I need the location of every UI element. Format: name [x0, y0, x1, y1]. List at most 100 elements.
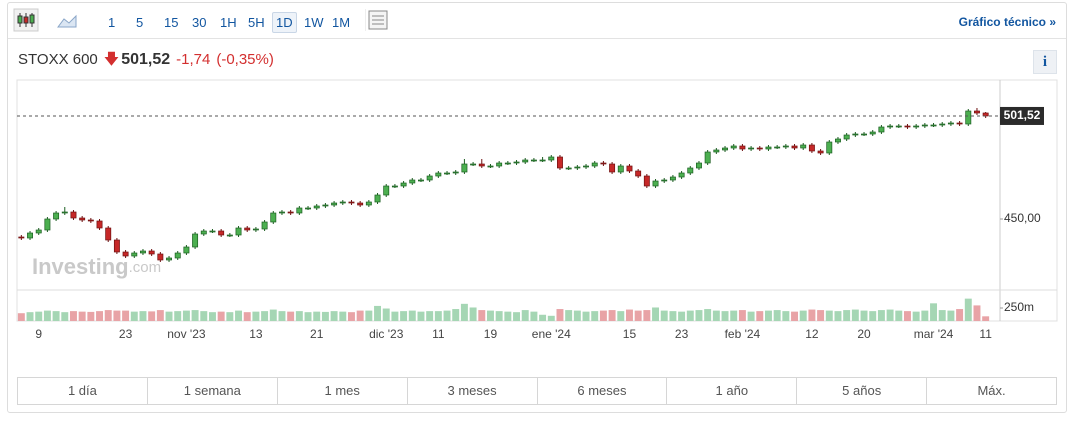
volume-bar — [278, 311, 286, 321]
candle-body — [904, 125, 911, 128]
volume-bar — [339, 311, 347, 321]
candle-body — [800, 144, 807, 149]
x-tick-label: 13 — [249, 327, 263, 341]
volume-bar — [704, 309, 712, 321]
volume-bar — [695, 310, 703, 321]
candle-body — [739, 145, 746, 150]
volume-bar — [365, 310, 373, 321]
candle-body — [400, 182, 407, 187]
volume-bar — [808, 309, 816, 321]
range-buttons: 1 día 1 semana 1 mes 3 meses 6 meses 1 año 5 a… — [17, 377, 1057, 405]
candle-body — [748, 147, 755, 150]
volume-bar — [565, 310, 573, 321]
candle-body — [557, 156, 563, 169]
volume-bar — [269, 309, 277, 321]
candle-body — [730, 145, 737, 149]
range-button[interactable]: 1 día — [18, 378, 148, 404]
range-button[interactable]: 1 año — [667, 378, 798, 404]
timeframe-button[interactable]: 1M — [332, 15, 351, 30]
info-button[interactable]: i — [1033, 50, 1057, 74]
range-button[interactable]: 5 años — [797, 378, 928, 404]
volume-bar — [886, 309, 894, 321]
candle-body — [513, 161, 520, 164]
timeframe-button[interactable]: 1H — [220, 15, 237, 30]
volume-bar — [182, 310, 190, 321]
volume-bar — [591, 311, 599, 321]
timeframe-button[interactable]: 15 — [164, 15, 179, 30]
volume-bar — [417, 311, 425, 321]
volume-bar — [478, 310, 486, 321]
candle-body — [44, 218, 51, 231]
candle-body — [635, 170, 642, 177]
range-button[interactable]: 6 meses — [538, 378, 668, 404]
range-button[interactable]: 1 semana — [148, 378, 278, 404]
candle-body — [79, 217, 86, 221]
volume-bar — [486, 310, 494, 321]
volume-bar — [104, 310, 112, 321]
range-button[interactable]: 1 mes — [278, 378, 408, 404]
volume-bar — [773, 310, 781, 321]
volume-bar — [191, 310, 199, 321]
volume-bar — [469, 307, 477, 321]
volume-bar — [452, 309, 460, 321]
volume-bar — [443, 310, 451, 321]
icon — [29, 14, 35, 24]
candle-body — [183, 246, 190, 254]
volume-bar — [295, 311, 303, 321]
volume-bar — [382, 308, 390, 321]
timeframe-button[interactable]: 1W — [304, 15, 324, 30]
technical-chart-link[interactable]: Gráfico técnico » — [958, 15, 1056, 29]
table-icon[interactable] — [365, 3, 391, 38]
volume-bar — [148, 311, 156, 321]
candle-body — [53, 212, 60, 220]
candle-body — [661, 179, 668, 182]
candle-body — [270, 212, 277, 223]
candle-body — [218, 230, 225, 236]
candle-body — [722, 147, 728, 151]
candle-body — [209, 230, 216, 233]
candle-body — [713, 149, 720, 153]
volume-bar — [304, 312, 312, 321]
volume-bar — [756, 311, 764, 321]
x-tick-label: 23 — [119, 327, 133, 341]
volume-bar — [208, 312, 216, 321]
candle-body — [687, 167, 694, 174]
candle-body — [869, 131, 876, 135]
volume-bar — [408, 310, 416, 321]
area-icon[interactable] — [57, 14, 77, 28]
volume-bar — [982, 316, 990, 321]
timeframe-button[interactable]: 30 — [192, 15, 207, 30]
candle-body — [913, 125, 920, 128]
volume-bar — [330, 311, 338, 321]
volume-bar — [261, 311, 269, 321]
timeframe-button[interactable]: 1D — [272, 12, 297, 33]
range-button[interactable]: 3 meses — [408, 378, 538, 404]
watermark-suffix: .com — [129, 259, 162, 276]
volume-bar — [174, 311, 182, 321]
x-tick-label: 20 — [857, 327, 871, 341]
x-tick-label: ene '24 — [532, 327, 571, 341]
volume-bar — [869, 311, 877, 321]
change: -1,74 — [176, 51, 211, 68]
candle-body — [87, 219, 94, 222]
volume-bar — [61, 312, 69, 321]
range-button[interactable]: Máx. — [977, 383, 1006, 398]
timeframe-button[interactable]: 1 — [108, 15, 116, 30]
candle-body — [808, 144, 815, 152]
candle-body — [878, 126, 885, 133]
quote-header: STOXX 600 🡇 501,52 -1,74 (-0,35%) — [18, 49, 280, 74]
y-tick-label: 450,00 — [1004, 211, 1041, 225]
timeframe-button[interactable]: 5 — [136, 15, 144, 30]
volume-bar — [747, 311, 755, 321]
x-tick-label: 11 — [432, 327, 445, 341]
volume-bar — [678, 311, 686, 321]
volume-bar — [903, 311, 911, 321]
candle-body — [817, 150, 824, 154]
volume-bar — [930, 303, 938, 321]
frame — [7, 2, 1067, 413]
volume-bar — [634, 310, 642, 321]
timeframe-button[interactable]: 5H — [248, 15, 265, 30]
candle-body — [643, 175, 650, 187]
